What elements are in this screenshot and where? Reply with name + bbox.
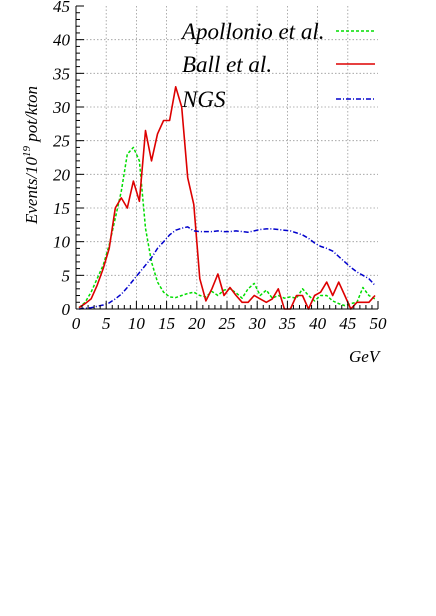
y-tick-label: 15 [53, 199, 70, 218]
legend-label-apollonio: Apollonio et al. [180, 19, 324, 44]
series-line-0 [78, 146, 376, 309]
y-tick-label: 35 [52, 64, 70, 83]
x-tick-label: 5 [102, 314, 111, 333]
x-tick-label: 25 [219, 314, 236, 333]
legend: Apollonio et al. Ball et al. NGS [180, 19, 375, 112]
y-tick-labels: 0 5 10 15 20 25 30 35 40 45 [52, 0, 71, 319]
grid [76, 6, 378, 309]
y-tick-label: 5 [62, 266, 71, 285]
y-tick-label: 10 [53, 233, 71, 252]
legend-label-ball: Ball et al. [182, 52, 272, 77]
y-axis-title: Events/1019 pot/kton [21, 86, 41, 225]
series-line-1 [78, 86, 376, 310]
series-layer [78, 86, 376, 310]
y-tick-label: 20 [53, 165, 71, 184]
x-tick-label: 10 [128, 314, 146, 333]
legend-label-ngs: NGS [181, 87, 226, 112]
y-axis-title-main: Events/10 [22, 156, 41, 225]
y-tick-label: 25 [53, 132, 70, 151]
x-tick-label: 15 [158, 314, 175, 333]
x-tick-label: 40 [309, 314, 327, 333]
x-tick-label: 45 [339, 314, 356, 333]
x-axis-title: GeV [349, 347, 382, 366]
x-tick-labels: 0 5 10 15 20 25 30 35 40 45 50 [72, 314, 387, 333]
y-axis-title-sup: 19 [21, 145, 33, 157]
y-tick-label: 40 [53, 31, 71, 50]
x-tick-label: 50 [370, 314, 388, 333]
x-tick-label: 20 [188, 314, 206, 333]
x-tick-label: 35 [278, 314, 296, 333]
series-line-2 [78, 226, 376, 310]
x-tick-label: 30 [248, 314, 267, 333]
y-tick-label: 45 [53, 0, 70, 16]
y-axis-title-suffix: pot/kton [22, 86, 41, 146]
y-tick-label: 30 [52, 98, 71, 117]
x-tick-label: 0 [72, 314, 81, 333]
y-tick-label: 0 [62, 300, 71, 319]
axes [75, 5, 379, 310]
